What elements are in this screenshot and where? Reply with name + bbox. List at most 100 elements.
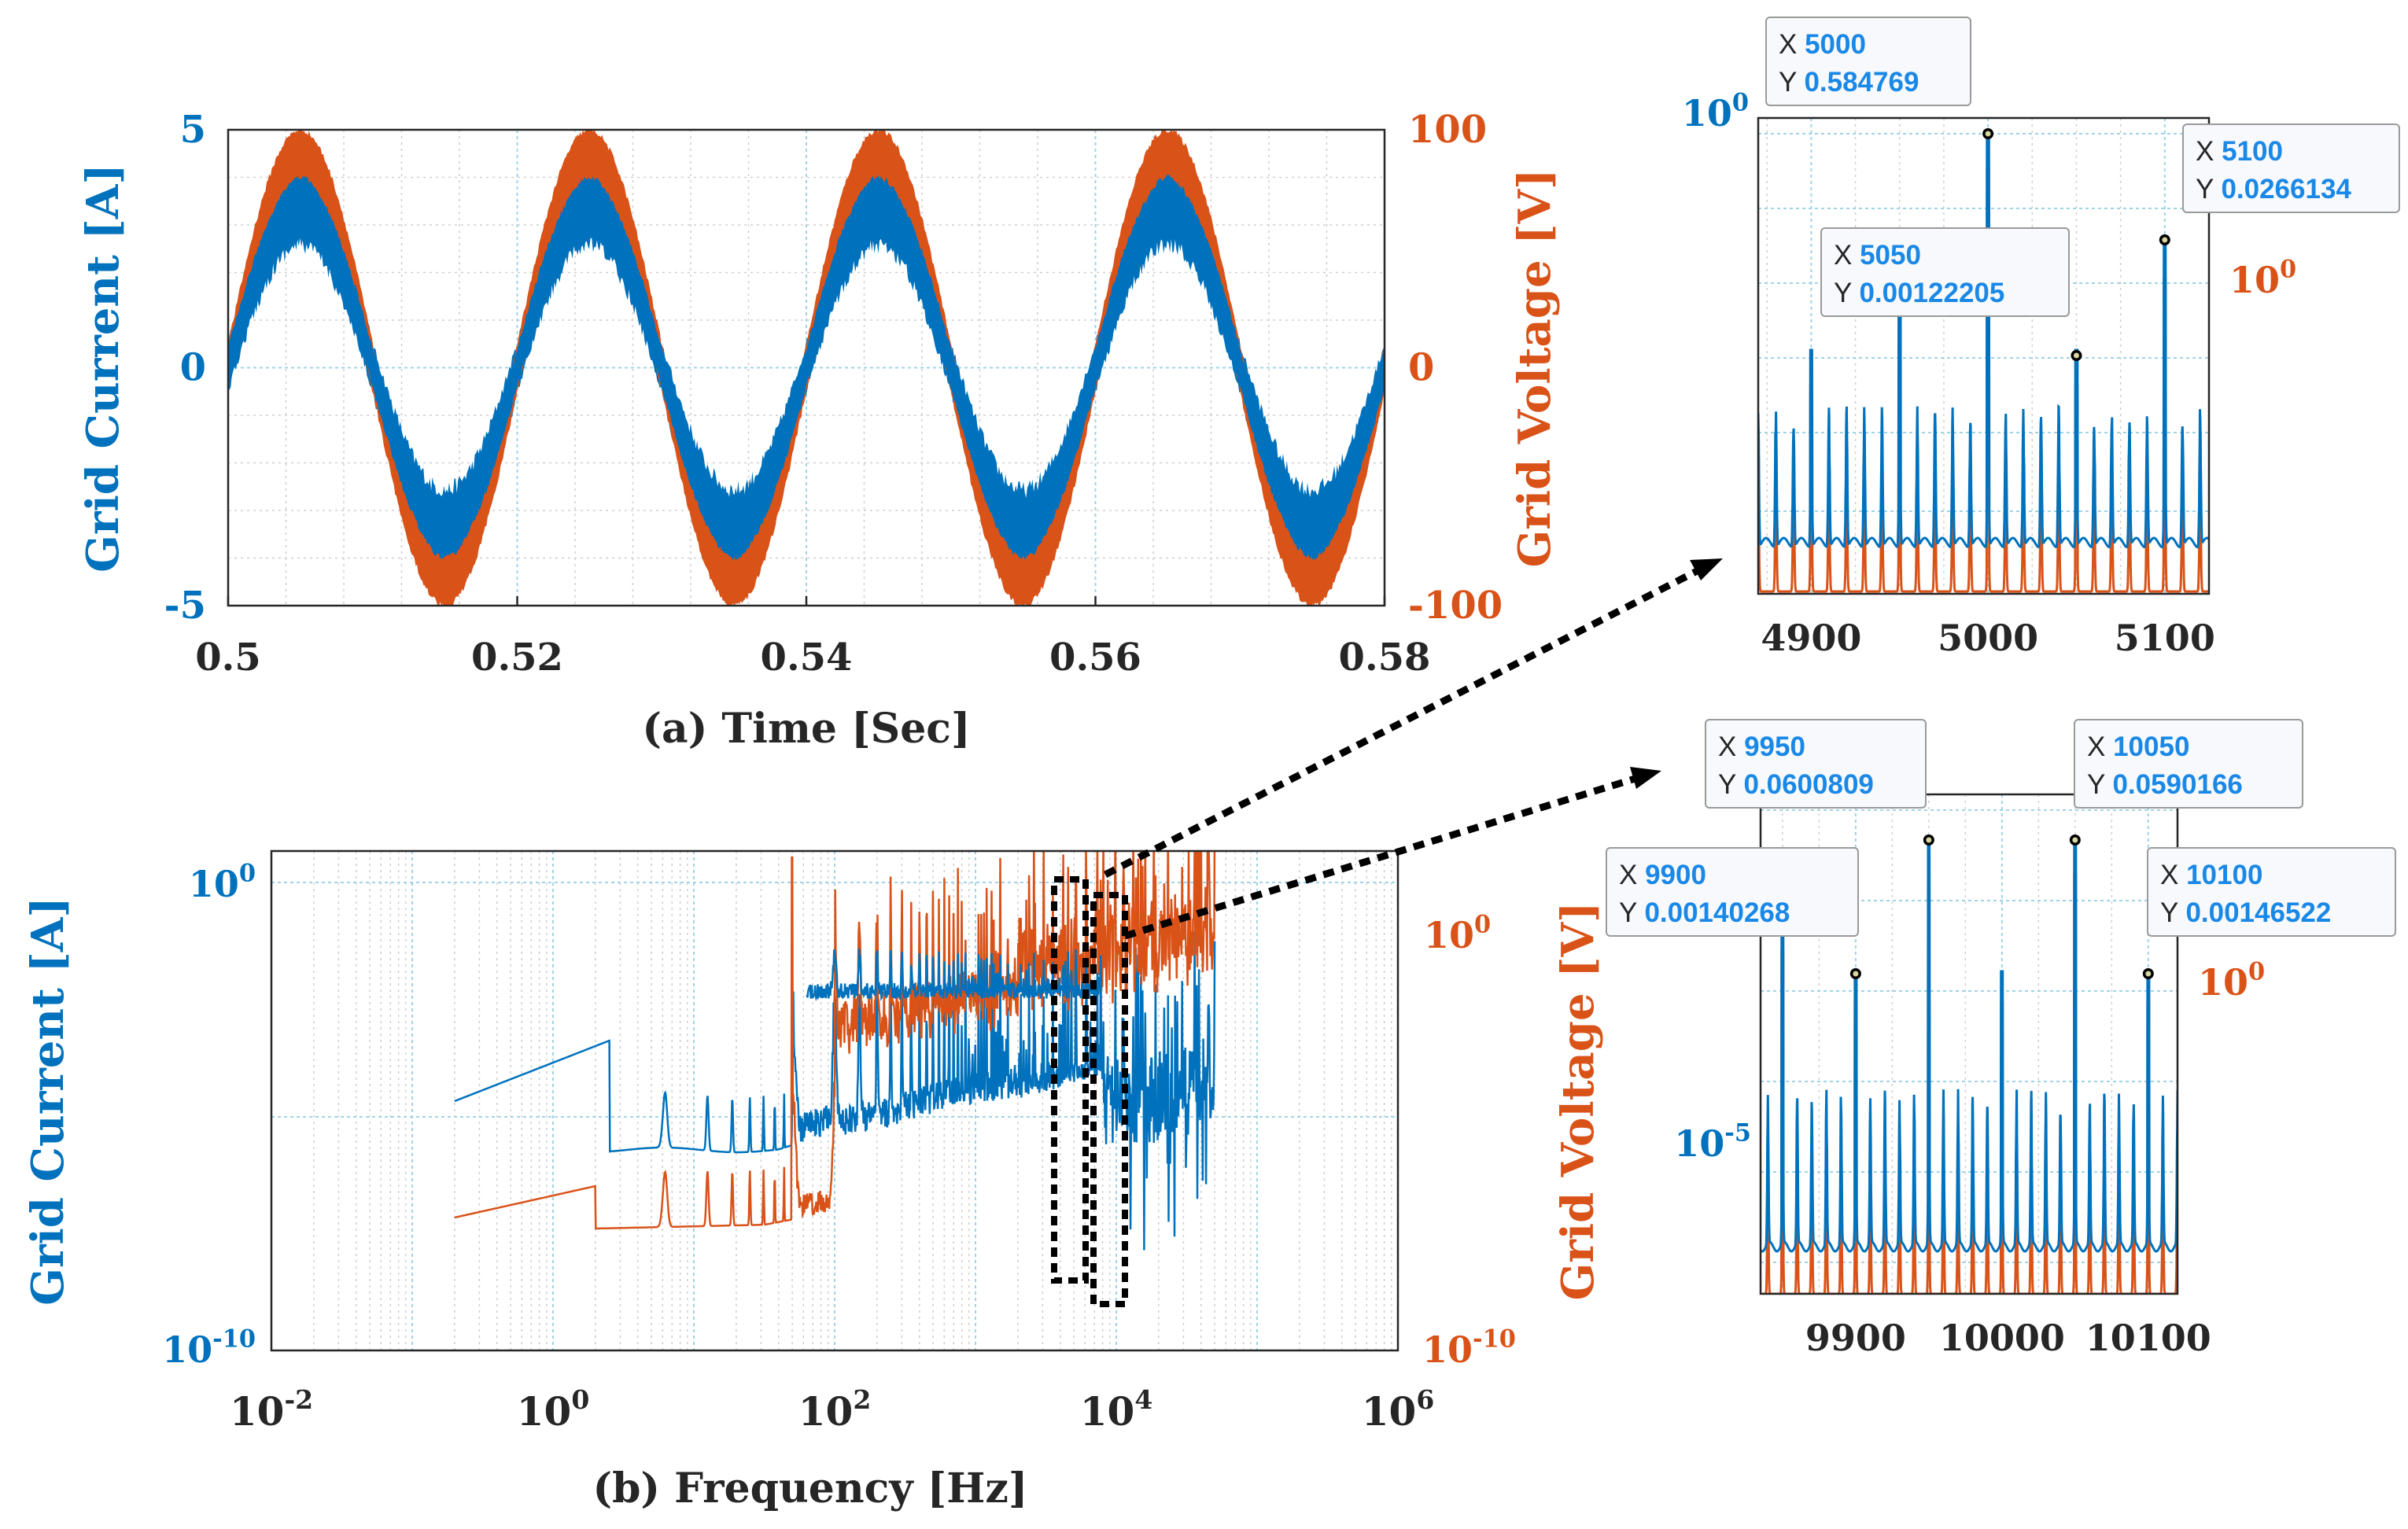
time-x-tick-label: 0.52 — [471, 636, 563, 680]
datatip-marker-center — [1926, 837, 1932, 843]
datatip-y-key: Y — [1834, 278, 1859, 308]
datatip-y-key: Y — [2160, 897, 2185, 928]
datatip-box — [1820, 227, 2070, 317]
datatip-box — [2182, 123, 2400, 213]
datatip-x-key: X — [1779, 29, 1805, 60]
spectrum-x-ticks: 10-2 100 102 104 106 — [230, 1384, 1434, 1435]
datatip-x-value: 10050 — [2113, 731, 2189, 762]
datatip-x-row: X 5000 — [1779, 29, 1866, 60]
spectrum-left-axis-label: Grid Current [A] — [22, 897, 74, 1306]
datatip-y-value: 0.0266134 — [2221, 174, 2351, 204]
zoom2-axes-box — [1759, 793, 2179, 1295]
datatip-y-key: Y — [2196, 174, 2221, 204]
time-left-tick-label: 5 — [180, 108, 206, 152]
datatip[interactable]: X 9950 Y 0.0600809 — [1705, 719, 1927, 809]
callout-arrow-to-zoom2 — [1123, 773, 1642, 940]
datatip-y-row: Y 0.584769 — [1779, 67, 1919, 98]
callout-arrowhead-zoom2 — [1630, 767, 1661, 789]
datatip-x-row: X 9950 — [1718, 731, 1805, 762]
datatip-marker-center — [2072, 837, 2078, 843]
z1-x-tick-label: 5000 — [1938, 617, 2038, 659]
zoom1-axes-box — [1757, 116, 2211, 595]
time-x-tick-label: 0.54 — [761, 636, 853, 680]
datatip-y-value: 0.0590166 — [2112, 769, 2242, 800]
time-right-ticks: 100 0 -100 — [1408, 108, 1503, 628]
datatip-marker-center — [1853, 971, 1859, 977]
z2-left-tick-label: 10-5 — [1674, 1119, 1751, 1165]
time-x-tick-label: 0.58 — [1339, 636, 1431, 680]
zoom1-plot-area — [1758, 118, 2209, 594]
spectrum-right-axis-label: Grid Voltage [V] — [1552, 901, 1604, 1300]
datatip-x-key: X — [2196, 136, 2222, 167]
time-current-inner-trace — [228, 179, 1385, 556]
datatip-y-row: Y 0.0600809 — [1718, 769, 1874, 800]
datatip-x-key: X — [1718, 731, 1744, 762]
time-left-ticks: 5 0 -5 — [164, 108, 206, 628]
spectrum-left-tick-label: 10-10 — [162, 1325, 256, 1371]
time-right-tick-label: 100 — [1408, 108, 1487, 152]
zoom1-voltage-trace — [1758, 168, 2209, 593]
datatip-x-row: X 10100 — [2160, 860, 2262, 890]
spectrum-x-tick-label: 10-2 — [230, 1384, 313, 1435]
datatip-y-key: Y — [1619, 897, 1644, 928]
zoom1-y-ticks: 100 100 — [1682, 89, 2296, 301]
datatip-y-key: Y — [1779, 67, 1804, 98]
datatip-marker-center — [2073, 352, 2079, 359]
z2-x-tick-label: 10100 — [2085, 1317, 2211, 1359]
datatip-box — [2074, 719, 2303, 809]
spectrum-right-tick-label: 100 — [1424, 911, 1491, 956]
datatip-y-value: 0.584769 — [1804, 67, 1919, 98]
datatip-x-value: 5050 — [1860, 240, 1921, 271]
time-x-label: (a) Time [Sec] — [642, 705, 970, 753]
time-x-ticks: 0.5 0.52 0.54 0.56 0.58 — [195, 596, 1430, 680]
time-chart: 0.5 0.52 0.54 0.56 0.58 5 0 -5 100 0 -100 (a) Ti… — [77, 108, 1561, 753]
time-left-tick-label: 0 — [180, 346, 206, 390]
datatip-x-value: 9950 — [1744, 731, 1805, 762]
datatip[interactable]: X 10100 Y 0.00146522 — [2147, 847, 2396, 937]
datatip-x-row: X 5050 — [1834, 240, 1921, 271]
datatip-y-row: Y 0.00140268 — [1619, 897, 1790, 928]
spectrum-highlight-window-1 — [1051, 876, 1089, 1284]
datatip-x-value: 5100 — [2222, 136, 2283, 167]
time-left-axis-label: Grid Current [A] — [77, 164, 129, 573]
datatip-x-value: 10100 — [2186, 860, 2262, 890]
zoom2-x-ticks: 9900 10000 10100 — [1805, 1317, 2211, 1359]
callout-arrowhead-zoom1 — [1690, 558, 1723, 580]
spectrum-right-ticks: 100 10-10 — [1422, 911, 1516, 1371]
spectrum-x-tick-label: 100 — [517, 1384, 590, 1435]
datatip-box — [1606, 847, 1859, 937]
zoom2-y-ticks: 10-5 100 — [1674, 958, 2265, 1165]
time-right-axis-label: Grid Voltage [V] — [1509, 168, 1561, 567]
time-right-tick-label: 0 — [1408, 346, 1434, 390]
datatip-x-value: 5000 — [1805, 29, 1866, 60]
datatip-x-row: X 10050 — [2087, 731, 2189, 762]
datatip-y-row: Y 0.0266134 — [2196, 174, 2351, 204]
spectrum-left-tick-label: 100 — [189, 860, 256, 905]
datatip-marker-center — [2145, 971, 2152, 977]
spectrum-x-label: (b) Frequency [Hz] — [592, 1465, 1027, 1512]
datatip-box — [2147, 847, 2396, 937]
datatip-y-value: 0.00146522 — [2185, 897, 2331, 928]
datatip-box — [1765, 17, 1971, 106]
spectrum-axes-box — [270, 849, 1399, 1352]
datatip-x-value: 9900 — [1645, 860, 1706, 890]
spectrum-left-ticks: 100 10-10 — [162, 860, 256, 1371]
z1-x-tick-label: 5100 — [2115, 617, 2215, 659]
datatip-x-row: X 5100 — [2196, 136, 2283, 167]
spectrum-x-tick-label: 106 — [1362, 1384, 1435, 1435]
datatip-y-row: Y 0.00122205 — [1834, 278, 2004, 308]
datatip[interactable]: X 5050 Y 0.00122205 — [1820, 227, 2070, 317]
spectrum-x-tick-label: 104 — [1080, 1384, 1153, 1435]
z1-x-tick-label: 4900 — [1761, 617, 1861, 659]
datatip-x-key: X — [2087, 731, 2113, 762]
time-left-tick-label: -5 — [164, 584, 206, 628]
z2-x-tick-label: 10000 — [1939, 1317, 2065, 1359]
spectrum-right-tick-label: 10-10 — [1422, 1325, 1516, 1371]
